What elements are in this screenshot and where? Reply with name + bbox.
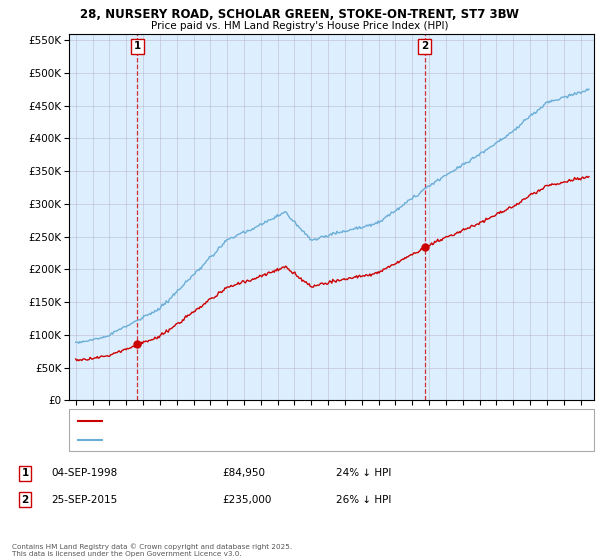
Text: 2: 2 (421, 41, 428, 52)
Text: £235,000: £235,000 (222, 494, 271, 505)
Text: 2: 2 (22, 494, 29, 505)
Text: 1: 1 (134, 41, 141, 52)
Text: 25-SEP-2015: 25-SEP-2015 (51, 494, 117, 505)
Text: Contains HM Land Registry data © Crown copyright and database right 2025.
This d: Contains HM Land Registry data © Crown c… (12, 544, 292, 557)
Text: Price paid vs. HM Land Registry's House Price Index (HPI): Price paid vs. HM Land Registry's House … (151, 21, 449, 31)
Text: 24% ↓ HPI: 24% ↓ HPI (336, 468, 391, 478)
Text: 04-SEP-1998: 04-SEP-1998 (51, 468, 117, 478)
Text: HPI: Average price, detached house, Cheshire East: HPI: Average price, detached house, Ches… (107, 436, 326, 445)
Text: 28, NURSERY ROAD, SCHOLAR GREEN, STOKE-ON-TRENT, ST7 3BW (detached house): 28, NURSERY ROAD, SCHOLAR GREEN, STOKE-O… (107, 416, 476, 425)
Text: 26% ↓ HPI: 26% ↓ HPI (336, 494, 391, 505)
Text: £84,950: £84,950 (222, 468, 265, 478)
Text: 1: 1 (22, 468, 29, 478)
Text: 28, NURSERY ROAD, SCHOLAR GREEN, STOKE-ON-TRENT, ST7 3BW: 28, NURSERY ROAD, SCHOLAR GREEN, STOKE-O… (80, 8, 520, 21)
